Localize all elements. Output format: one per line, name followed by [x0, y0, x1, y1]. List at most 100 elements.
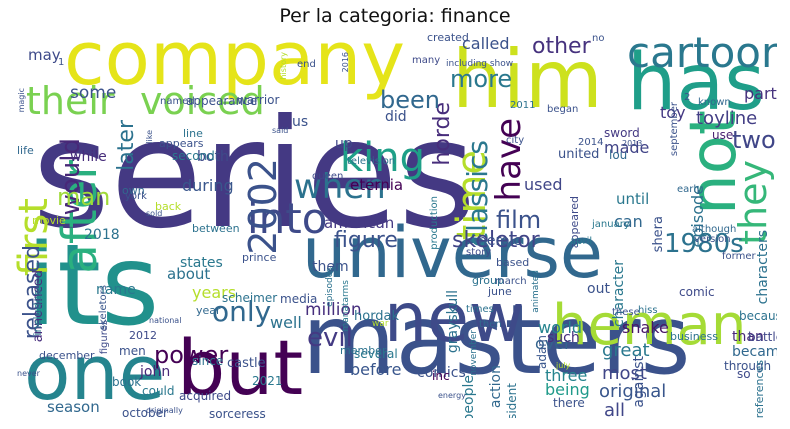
word-sword: sword	[604, 126, 640, 140]
word-grayskull: grayskull	[445, 290, 461, 354]
word-november: november	[469, 330, 479, 376]
word-appears: appears	[159, 137, 204, 150]
word-us: us	[292, 114, 309, 130]
word-used: used	[524, 175, 563, 194]
word-man: man	[57, 183, 111, 211]
word-july: july	[556, 361, 571, 370]
word-when: when	[294, 167, 386, 207]
word-originally: originally	[146, 406, 183, 415]
word-some: some	[70, 83, 117, 103]
word-heman: heman	[552, 293, 747, 358]
word-hordak: hordak	[354, 309, 400, 324]
word-eternia: eternia	[350, 176, 404, 194]
word-end: end	[297, 59, 316, 70]
word-being: being	[545, 380, 590, 399]
word-characters: characters	[755, 230, 771, 305]
word-against: against	[631, 356, 647, 408]
word-including-show: including show	[446, 59, 514, 69]
word-created: created	[427, 31, 469, 44]
word-could: could	[142, 384, 175, 398]
word-heroic: heroic	[478, 233, 522, 249]
word-cloud: series its company masters universe him has one…	[12, 30, 777, 418]
word-about: about	[167, 265, 211, 283]
word-many: many	[412, 55, 441, 66]
word-known: known	[698, 97, 731, 108]
word-became: became	[732, 344, 777, 360]
word-sorceress: sorceress	[209, 407, 266, 418]
word-adam: adam	[535, 335, 549, 370]
word-history: history	[279, 52, 288, 80]
word-includes: includes	[31, 290, 44, 336]
word-did: did	[385, 109, 407, 125]
word-than: than	[732, 329, 764, 345]
word-been: been	[380, 86, 440, 114]
word-january: january	[592, 219, 630, 230]
word-queen: queen	[312, 171, 344, 182]
word-march: march	[495, 276, 527, 287]
word-hiss: hiss	[638, 305, 658, 316]
word-2: 2	[684, 92, 691, 103]
word-three: three	[545, 366, 588, 385]
word-before: before	[350, 360, 402, 379]
word-new: new	[384, 279, 525, 358]
word-2012: 2012	[129, 329, 157, 342]
word-former: former	[722, 251, 756, 262]
word-world: world	[538, 318, 583, 337]
word-inc: inc	[432, 369, 450, 383]
word-skeletors: skeletors	[98, 285, 109, 331]
word-early: early	[677, 184, 703, 195]
word-no: no	[592, 33, 605, 44]
word-season: season	[47, 398, 100, 416]
word-universe: universe	[302, 212, 603, 294]
word-up: up	[335, 136, 353, 152]
word-name: name	[96, 282, 136, 298]
word-cartoon: cartoon	[627, 30, 777, 77]
word-like: like	[145, 130, 154, 144]
word-million: million	[305, 300, 362, 320]
word-use: use	[712, 128, 734, 142]
word-named: named	[160, 96, 195, 107]
word-episodes: episodes	[325, 267, 335, 307]
word-castle: castle	[227, 356, 266, 371]
word-several: several	[354, 347, 398, 361]
word-animated: animated	[531, 270, 541, 313]
word-scheimer: scheimer	[222, 291, 278, 305]
word-years: years	[192, 283, 237, 302]
word-until: until	[616, 190, 650, 208]
word-group: group	[472, 274, 504, 287]
word-book: book	[112, 375, 142, 389]
word-appearance: appearance	[186, 94, 258, 108]
word-between: between	[192, 222, 240, 235]
word-them: them	[312, 259, 349, 275]
word-warrior: warrior	[237, 93, 280, 107]
word-2021: 2021	[252, 374, 283, 388]
word-media: media	[280, 292, 318, 306]
word-its: its	[26, 221, 160, 351]
word-battle: battle	[748, 330, 777, 344]
word-most: most	[602, 363, 647, 384]
word-out: out	[587, 281, 610, 297]
word-all: all	[604, 400, 626, 419]
word-there: there	[553, 396, 585, 410]
word-can: can	[614, 212, 643, 231]
word-never: never	[17, 369, 40, 378]
word-production: production	[429, 196, 440, 250]
word-states: states	[180, 255, 223, 271]
figure-title: Per la categoria: finance	[279, 5, 511, 27]
word-2018: 2018	[84, 227, 120, 243]
word-times: times	[466, 304, 494, 315]
word-american: american	[324, 214, 395, 232]
word-toy: toy	[660, 103, 686, 122]
word-masters: masters	[302, 284, 691, 396]
word-2013: 2013	[622, 139, 643, 148]
word-city: city	[506, 135, 525, 146]
word-john: john	[140, 364, 171, 380]
word-own: own	[122, 184, 145, 197]
word-version: version	[694, 234, 731, 245]
word-film: film	[496, 206, 542, 234]
word-national: national	[149, 316, 182, 325]
word-united: united	[558, 147, 600, 162]
word-skeletor: skeletor	[452, 228, 540, 253]
word-but: but	[177, 323, 304, 412]
word-company: company	[64, 30, 406, 102]
